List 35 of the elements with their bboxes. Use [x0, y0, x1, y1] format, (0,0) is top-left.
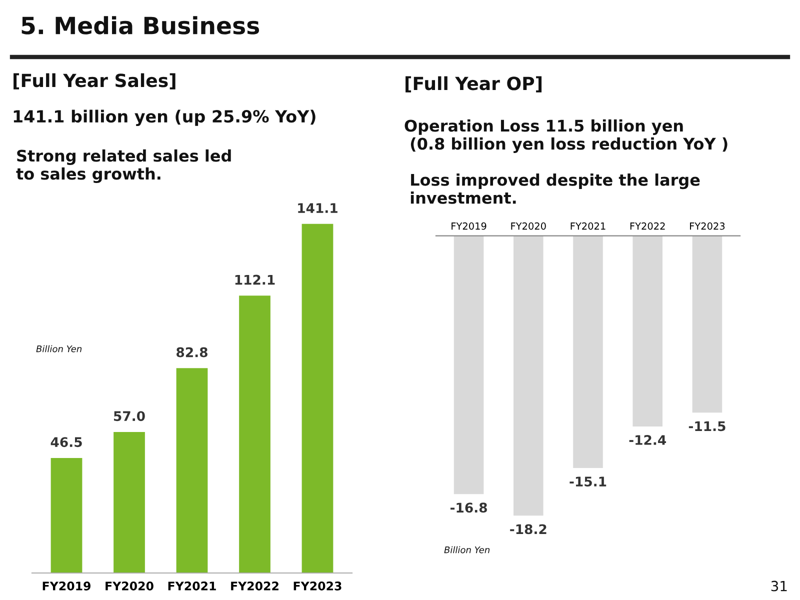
chart-subtitle: 141.1 billion yen (up 25.9% YoY) — [14, 110, 316, 126]
bar — [239, 296, 270, 573]
data-label: 46.5 — [50, 437, 82, 448]
x-tick-label: FY2021 — [168, 582, 216, 590]
chart-subtitle: Operation Loss 11.5 billion yen (0.8 billion yen loss reduction YoY ) — [404, 119, 728, 153]
x-tick-label: FY2021 — [570, 222, 606, 230]
data-label: -11.5 — [688, 421, 726, 432]
data-label: 141.1 — [298, 203, 338, 213]
chart-title: [Full Year OP] — [406, 76, 542, 92]
data-label: 112.1 — [235, 274, 275, 285]
x-tick-label: FY2020 — [511, 222, 546, 230]
x-tick-label: FY2023 — [690, 222, 725, 230]
data-label: 57.0 — [114, 411, 145, 422]
data-label: 82.8 — [176, 347, 208, 358]
annotation: Billion Yen — [36, 345, 82, 352]
text: Loss improved despite the large investment. — [410, 174, 700, 204]
x-tick-label: FY2023 — [294, 582, 342, 590]
x-tick-label: FY2022 — [630, 222, 665, 230]
data-label: -16.8 — [450, 502, 487, 513]
x-tick-label: FY2019 — [452, 222, 486, 230]
data-label: -18.2 — [510, 524, 546, 534]
chart-title: [Full Year Sales] — [14, 73, 176, 90]
text: Strong related sales led to sales growth. — [16, 149, 231, 183]
text: 31 — [771, 580, 787, 592]
text: 5. Media Business — [22, 16, 260, 34]
x-tick-label: FY2020 — [106, 582, 154, 590]
data-label: -12.4 — [629, 435, 666, 445]
bar — [50, 458, 82, 573]
bar — [114, 432, 145, 573]
text: Billion Yen — [444, 546, 490, 554]
bar — [302, 224, 334, 573]
bar — [176, 368, 208, 573]
x-tick-label: FY2019 — [42, 582, 90, 590]
x-tick-label: FY2022 — [231, 582, 278, 590]
data-label: -15.1 — [570, 476, 606, 487]
